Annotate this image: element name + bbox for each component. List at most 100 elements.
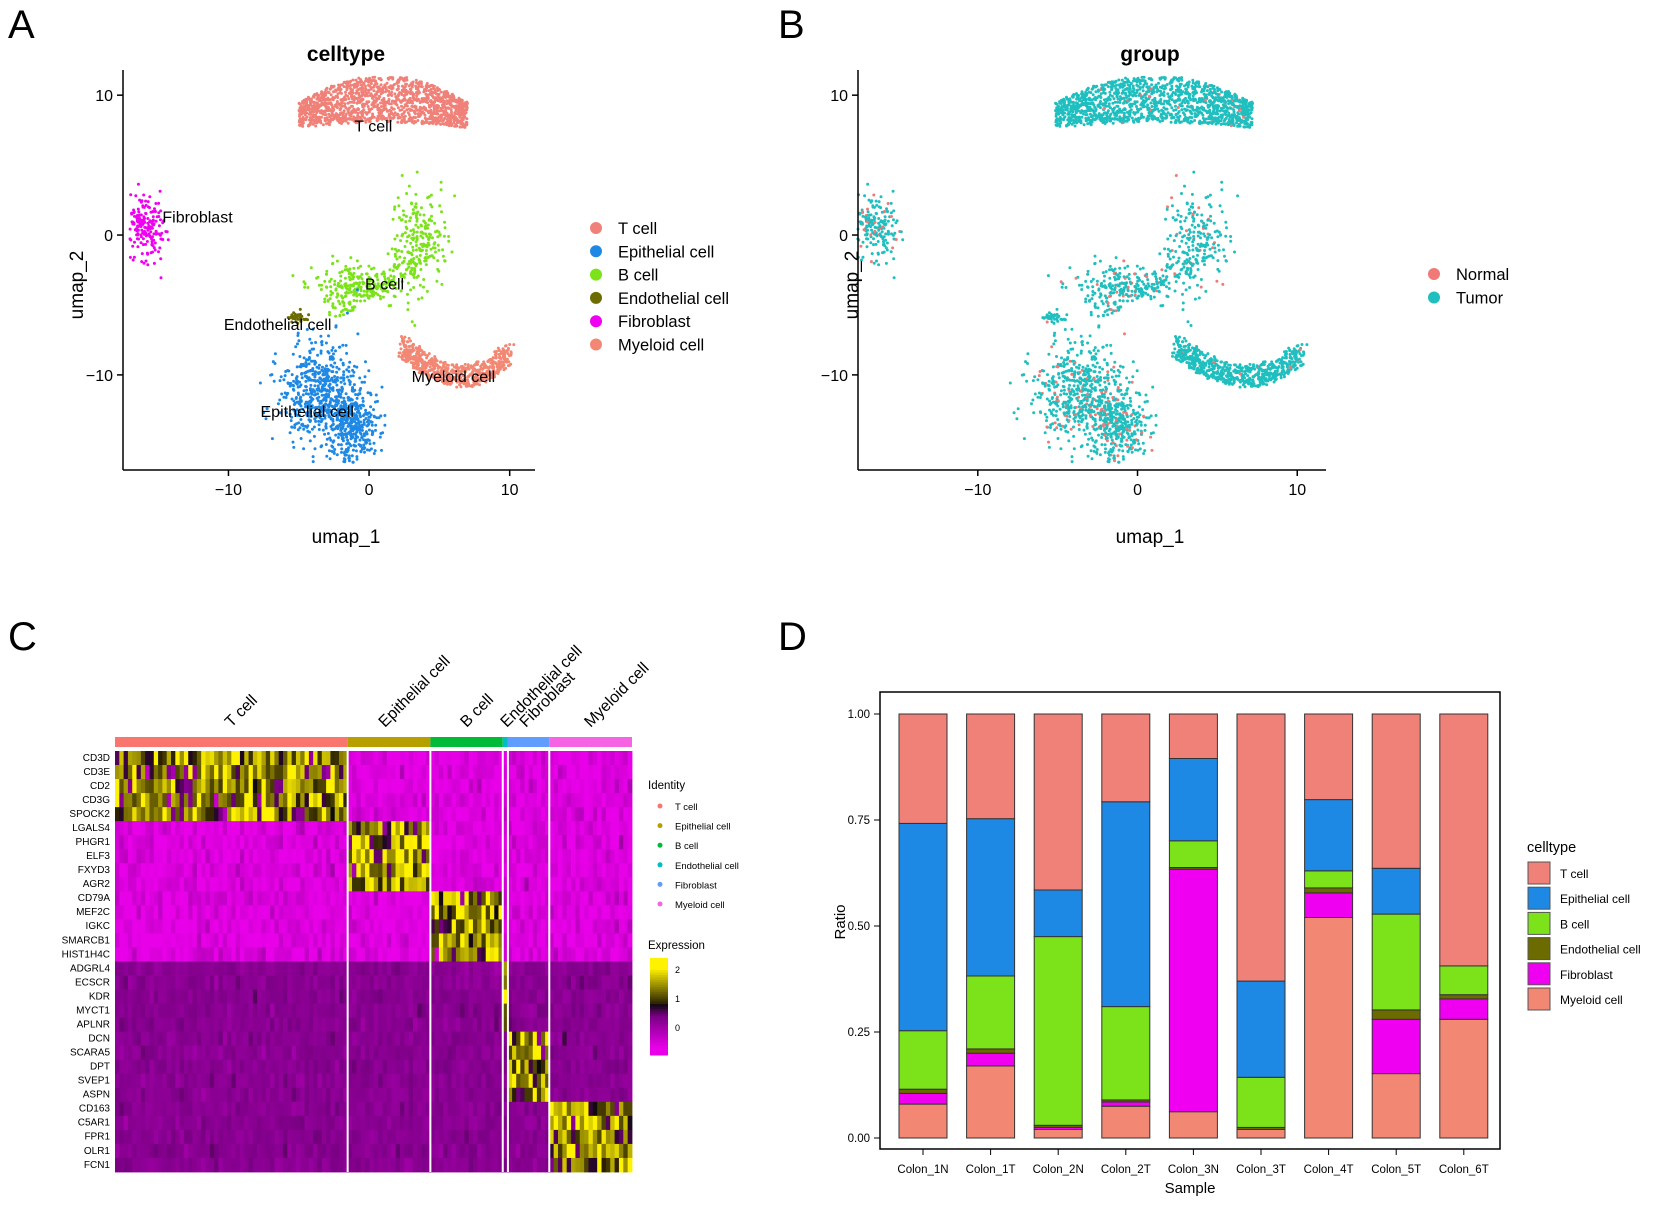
umap-point	[1224, 113, 1228, 117]
umap-point	[414, 244, 418, 247]
umap-point	[306, 95, 310, 99]
umap-point	[384, 90, 388, 94]
umap-point	[142, 205, 146, 209]
umap-point	[333, 448, 337, 451]
umap-point	[1195, 91, 1198, 95]
umap-point	[345, 368, 349, 372]
umap-point	[291, 387, 295, 391]
umap-point	[1173, 100, 1177, 104]
umap-point	[297, 393, 300, 396]
umap-point	[1140, 75, 1144, 79]
umap-point	[1186, 85, 1190, 89]
umap-point	[1166, 92, 1170, 96]
umap-point	[345, 88, 349, 92]
umap-point	[327, 449, 331, 453]
umap-point	[373, 449, 377, 453]
umap-point	[345, 308, 349, 312]
umap-point	[154, 219, 158, 223]
umap-point	[372, 441, 376, 445]
umap-point	[342, 370, 346, 374]
umap-point	[291, 352, 295, 356]
umap-point	[323, 387, 327, 391]
umap-point	[400, 339, 404, 343]
umap-point	[327, 334, 330, 338]
umap-point	[425, 120, 429, 124]
umap-point	[439, 108, 443, 112]
umap-point	[151, 210, 155, 213]
umap-point	[420, 296, 424, 300]
umap-point	[1139, 103, 1143, 107]
umap-point	[306, 318, 309, 322]
umap-point	[344, 116, 348, 120]
legend-swatch	[590, 291, 602, 304]
umap-point	[319, 399, 323, 403]
umap-point	[351, 368, 355, 372]
umap-point	[424, 118, 428, 122]
umap-point	[388, 268, 392, 272]
umap-point	[320, 393, 324, 397]
umap-point	[496, 346, 500, 350]
umap-point	[324, 424, 328, 428]
umap-point	[1141, 105, 1145, 109]
umap-point	[474, 363, 478, 367]
umap-point	[403, 85, 407, 89]
umap-point	[497, 352, 501, 356]
umap-point	[305, 115, 309, 119]
umap-point	[386, 252, 390, 256]
umap-point	[1147, 94, 1151, 98]
umap-point	[358, 438, 362, 442]
umap-point	[390, 111, 394, 115]
umap-point	[337, 102, 341, 106]
umap-point	[1065, 95, 1068, 99]
umap-point	[329, 285, 333, 289]
umap-point	[343, 104, 347, 108]
umap-point	[323, 279, 327, 283]
umap-point	[354, 439, 358, 443]
umap-point	[414, 202, 418, 206]
umap-point	[405, 347, 408, 351]
umap-point	[1110, 88, 1114, 92]
umap-point	[365, 111, 369, 115]
umap-point	[367, 279, 371, 283]
umap-point	[131, 258, 135, 262]
umap-point	[343, 382, 347, 386]
umap-point	[451, 363, 455, 367]
umap-point	[309, 378, 313, 382]
umap-point	[387, 283, 391, 287]
umap-point	[278, 398, 282, 402]
umap-point	[365, 293, 369, 297]
umap-point	[153, 207, 156, 211]
umap-point	[341, 343, 345, 347]
umap-point	[300, 376, 304, 380]
umap-point	[301, 100, 305, 104]
umap-point	[304, 385, 308, 389]
umap-point	[335, 117, 339, 121]
umap-point	[367, 88, 371, 92]
umap-point	[357, 409, 360, 413]
umap-point	[390, 280, 394, 283]
umap-point	[272, 379, 276, 383]
umap-point	[328, 390, 332, 394]
umap-point	[386, 290, 390, 294]
umap-point	[295, 365, 299, 369]
umap-point	[411, 237, 415, 241]
umap-point	[406, 281, 410, 285]
umap-point	[1077, 115, 1081, 119]
umap-point	[321, 428, 325, 432]
umap-point	[455, 385, 459, 389]
umap-point	[352, 101, 356, 104]
umap-point	[418, 105, 422, 109]
umap-point	[1141, 85, 1145, 89]
umap-point	[422, 213, 426, 217]
umap-point	[414, 264, 418, 268]
umap-point	[443, 113, 446, 117]
umap-point	[409, 216, 413, 220]
umap-point	[323, 90, 327, 94]
umap-point	[382, 272, 386, 276]
umap-point	[298, 426, 302, 430]
umap-point	[1194, 115, 1198, 118]
umap-point	[409, 88, 413, 92]
umap-point	[128, 255, 132, 259]
umap-point	[307, 108, 311, 112]
